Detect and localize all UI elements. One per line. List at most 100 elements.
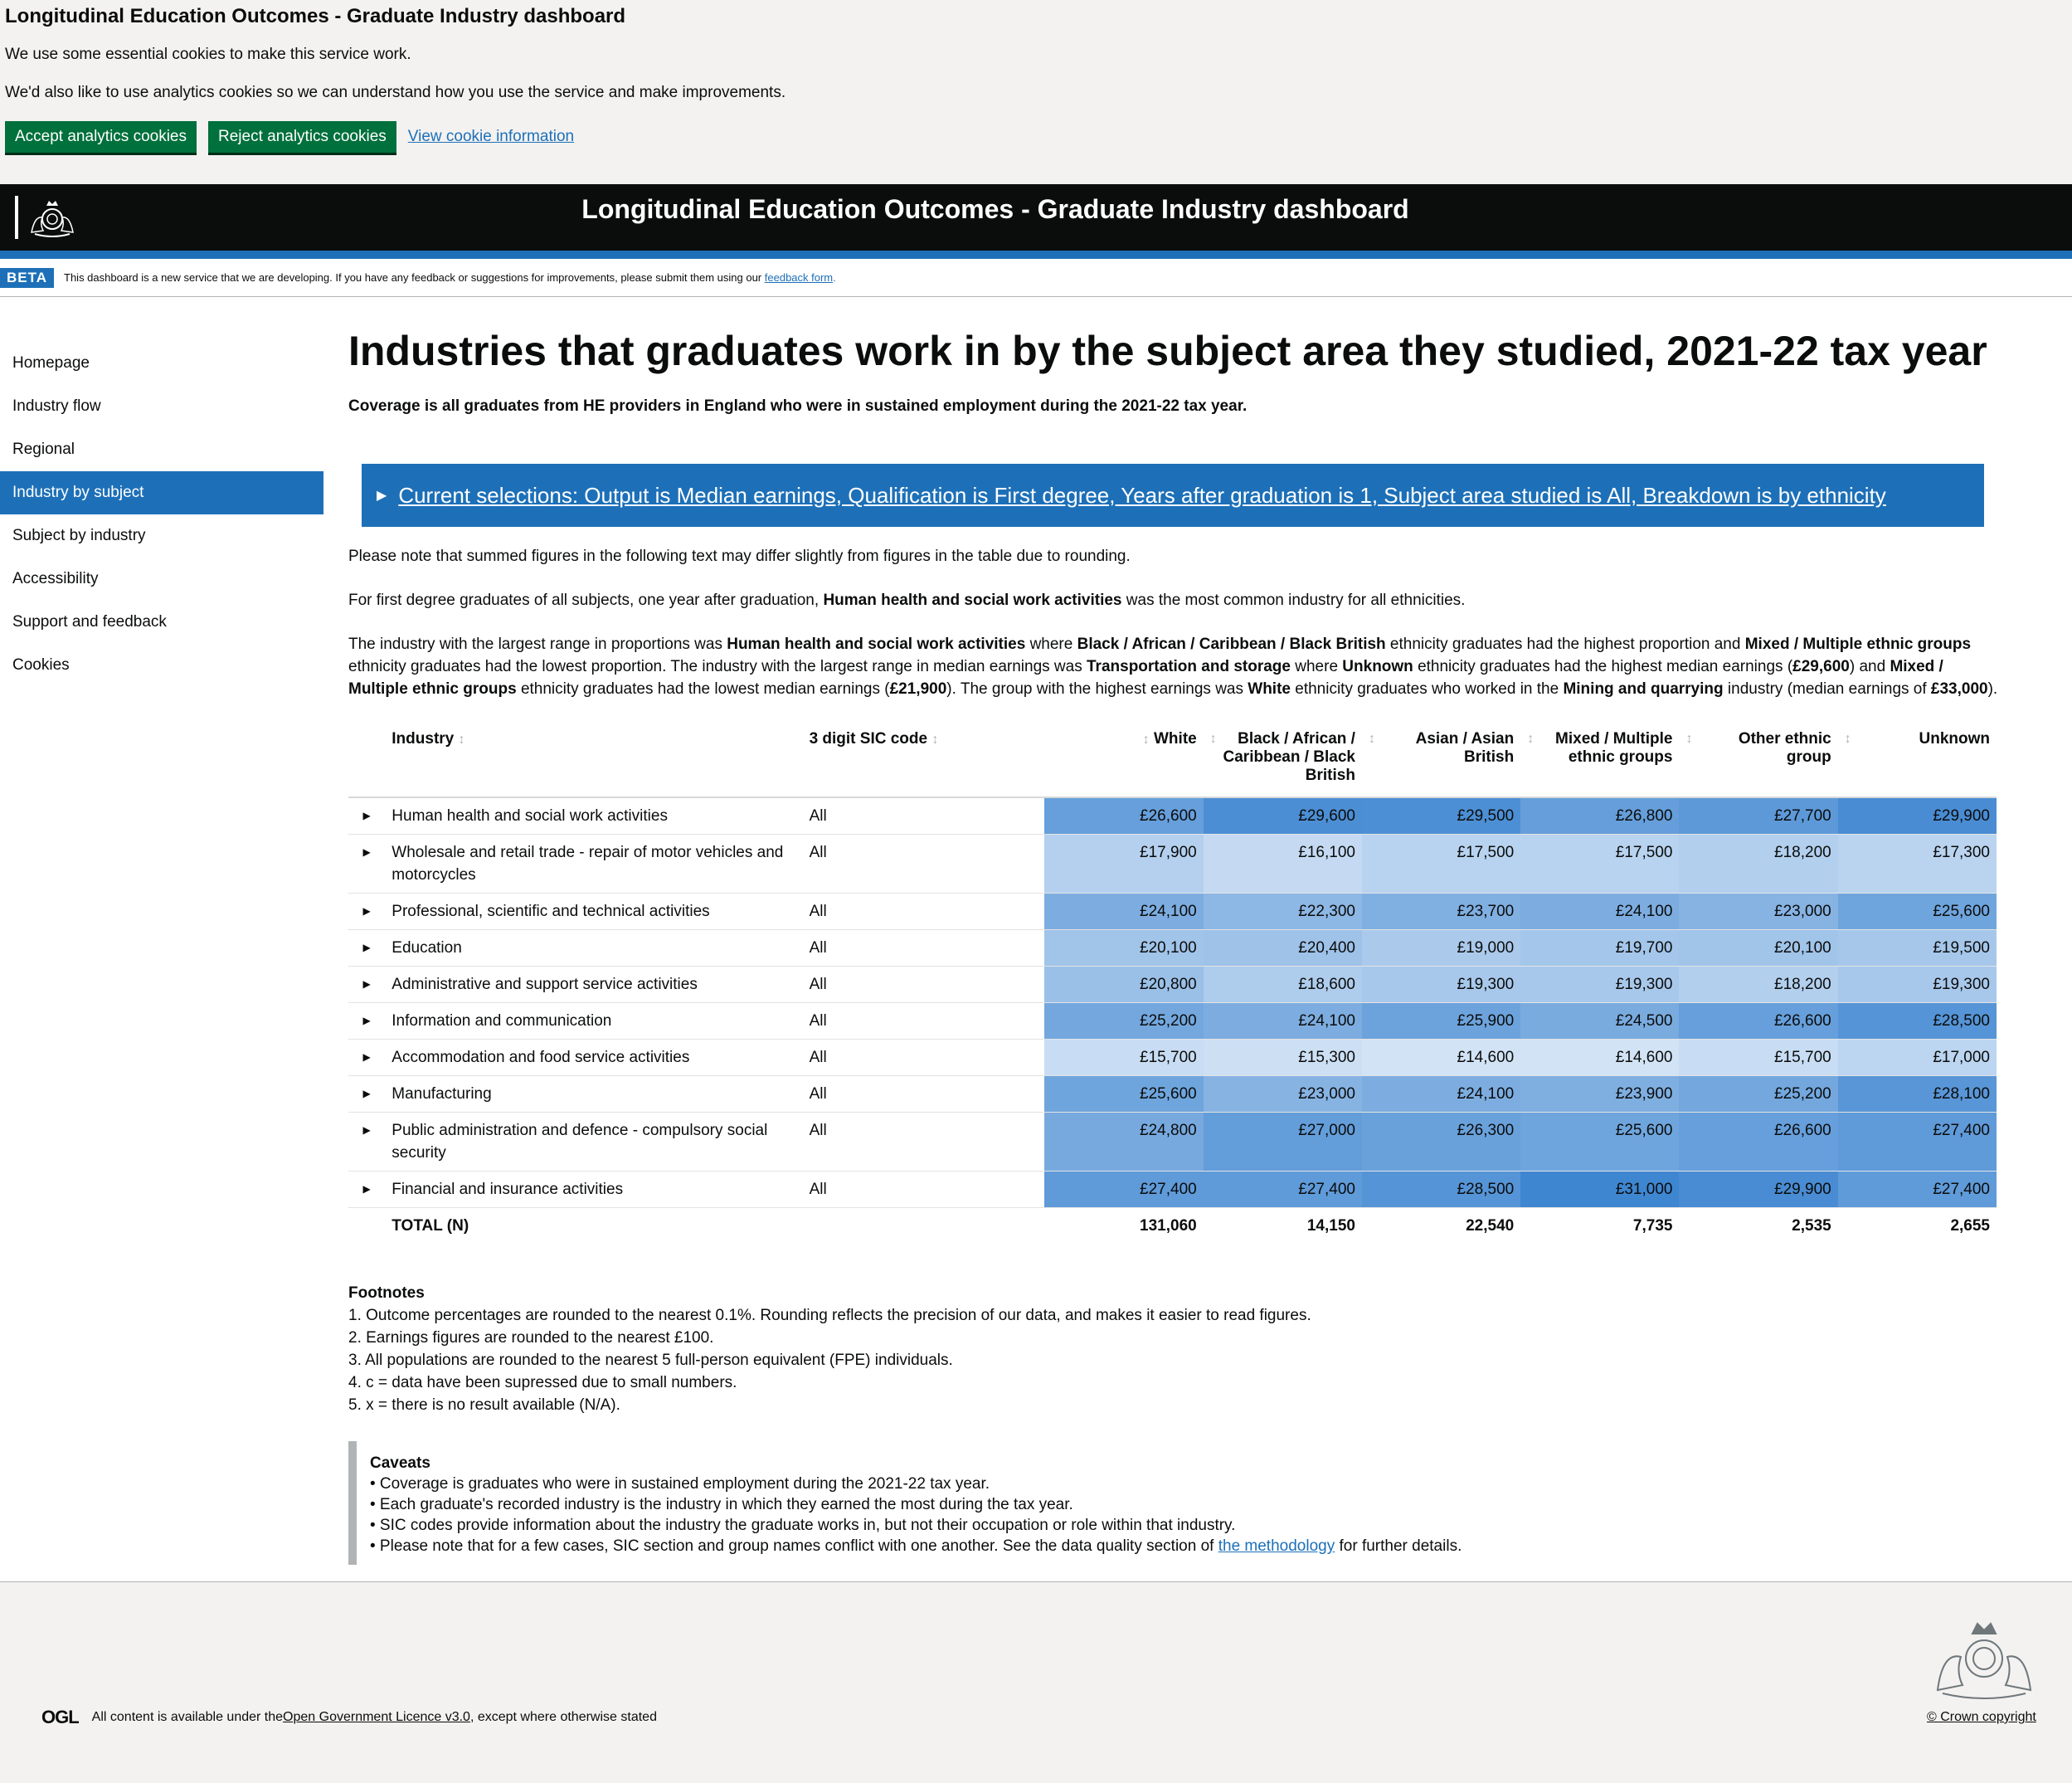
main-content: Industries that graduates work in by the… [348,315,1999,1565]
earnings-cell: £15,700 [1044,1039,1204,1076]
earnings-cell: £24,100 [1361,1075,1521,1113]
sort-icon: ↕ [1209,732,1217,746]
accept-cookies-button[interactable]: Accept analytics cookies [5,121,197,153]
sic-cell: All [802,1002,1045,1040]
earnings-cell: £25,200 [1044,1002,1204,1040]
expand-row-icon[interactable]: ▶ [348,966,386,1003]
royal-coat-of-arms-icon [31,201,74,237]
header-other[interactable]: ↕ Other ethnic group [1679,723,1838,798]
expand-row-icon[interactable]: ▶ [348,893,386,930]
view-cookie-info-link[interactable]: View cookie information [407,128,575,145]
caveats-title: Caveats [370,1454,430,1472]
ogl-licence-link[interactable]: Open Government Licence v3.0 [283,1710,470,1724]
expand-row-icon[interactable]: ▶ [348,1002,386,1040]
sic-cell: All [802,966,1045,1003]
page-title: Industries that graduates work in by the… [348,328,1987,374]
sic-cell: All [802,1112,1045,1172]
earnings-cell: £18,200 [1679,966,1838,1003]
sidebar-item-accessibility[interactable]: Accessibility [12,570,99,587]
total-cell: 22,540 [1466,1217,1515,1235]
earnings-cell: £19,300 [1837,966,1997,1003]
beta-text: This dashboard is a new service that we … [64,271,836,284]
expand-row-icon[interactable]: ▶ [348,1039,386,1076]
expand-row-icon[interactable]: ▶ [348,834,386,894]
earnings-cell: £23,000 [1203,1075,1362,1113]
sidebar-item-support-and-feedback[interactable]: Support and feedback [12,613,167,631]
cookie-actions: Accept analytics cookies Reject analytic… [5,121,574,153]
sidebar-item-regional[interactable]: Regional [12,441,75,458]
earnings-cell: £25,200 [1679,1075,1838,1113]
header-sic[interactable]: 3 digit SIC code ↕ [802,723,1045,798]
reject-cookies-button[interactable]: Reject analytics cookies [208,121,396,153]
earnings-cell: £25,600 [1044,1075,1204,1113]
header-mixed[interactable]: ↕ Mixed / Multiple ethnic groups [1520,723,1680,798]
earnings-cell: £20,100 [1044,929,1204,967]
disclosure-triangle-icon: ▶ [377,489,387,503]
table-row[interactable]: ▶ Manufacturing All £25,600 £23,000 £24,100 £2… [348,1075,1997,1113]
site-header: Longitudinal Education Outcomes - Gradua… [0,184,2072,251]
earnings-cell: £20,100 [1679,929,1838,967]
methodology-link[interactable]: the methodology [1218,1537,1335,1555]
sidebar-item-subject-by-industry[interactable]: Subject by industry [12,527,146,544]
table-row[interactable]: ▶ Information and communication All £25,200… [348,1002,1997,1040]
expand-row-icon[interactable]: ▶ [348,797,386,835]
footnote-item: 1. Outcome percentages are rounded to th… [348,1307,1311,1324]
earnings-cell: £25,600 [1837,893,1997,930]
table-row[interactable]: ▶ Professional, scientific and technical … [348,893,1997,930]
expand-row-icon[interactable]: ▶ [348,1171,386,1208]
sidebar-item-cookies[interactable]: Cookies [12,656,70,674]
industry-cell: Wholesale and retail trade - repair of m… [385,834,803,894]
table-row[interactable]: ▶ Public administration and defence - com… [348,1112,1997,1172]
earnings-cell: £20,800 [1044,966,1204,1003]
sic-cell: All [802,834,1045,894]
industry-cell: Manufacturing [385,1075,803,1113]
industry-cell: Public administration and defence - comp… [385,1112,803,1172]
earnings-cell: £28,500 [1361,1171,1521,1208]
caveats: Caveats • Coverage is graduates who were… [348,1441,1999,1565]
header-white[interactable]: ↕ White [1044,723,1204,798]
header-unknown[interactable]: ↕ Unknown [1837,723,1997,798]
table-row[interactable]: ▶ Administrative and support service acti… [348,966,1997,1003]
crown-copyright-link[interactable]: © Crown copyright [1927,1710,2036,1724]
table-row[interactable]: ▶ Accommodation and food service activiti… [348,1039,1997,1076]
sic-cell: All [802,797,1045,835]
industry-cell: Education [385,929,803,967]
expand-row-icon[interactable]: ▶ [348,929,386,967]
earnings-cell: £26,300 [1361,1112,1521,1172]
earnings-cell: £29,600 [1203,797,1362,835]
govuk-logo[interactable] [15,194,83,241]
summary-paragraph-1: For first degree graduates of all subjec… [348,592,1466,609]
footnote-item: 3. All populations are rounded to the ne… [348,1352,953,1369]
expand-row-icon[interactable]: ▶ [348,1075,386,1113]
industry-cell: Administrative and support service activ… [385,966,803,1003]
earnings-cell: £15,300 [1203,1039,1362,1076]
feedback-form-link[interactable]: feedback form [764,271,834,284]
sort-icon: ↕ [1844,732,1851,746]
earnings-cell: £26,800 [1520,797,1680,835]
summary-paragraph-2: The industry with the largest range in p… [348,636,1998,698]
earnings-cell: £19,000 [1361,929,1521,967]
earnings-cell: £19,500 [1837,929,1997,967]
header-industry[interactable]: Industry ↕ [385,723,803,798]
earnings-cell: £17,000 [1837,1039,1997,1076]
table-row[interactable]: ▶ Financial and insurance activities All £2… [348,1171,1997,1208]
sidebar-item-industry-flow[interactable]: Industry flow [12,397,101,415]
table-row[interactable]: ▶ Education All £20,100 £20,400 £19,000 £19,70… [348,929,1997,967]
earnings-cell: £17,500 [1520,834,1680,894]
sic-cell: All [802,1039,1045,1076]
table-row[interactable]: ▶ Wholesale and retail trade - repair of … [348,834,1997,894]
sic-cell: All [802,893,1045,930]
industry-cell: Professional, scientific and technical a… [385,893,803,930]
header-asian[interactable]: ↕ Asian / Asian British [1361,723,1521,798]
sidebar-nav: Homepage Industry flow Regional Industry… [0,342,323,687]
header-stripe [0,251,2072,259]
table-row[interactable]: ▶ Human health and social work activities… [348,797,1997,835]
sort-icon: ↕ [931,733,939,747]
expand-row-icon[interactable]: ▶ [348,1112,386,1172]
current-selections-toggle[interactable]: ▶ Current selections: Output is Median e… [362,464,1984,527]
earnings-cell: £27,400 [1837,1171,1997,1208]
sidebar-item-industry-by-subject[interactable]: Industry by subject [0,471,323,514]
sidebar-item-homepage[interactable]: Homepage [12,354,90,372]
header-black[interactable]: ↕ Black / African / Caribbean / Black Bri… [1203,723,1362,798]
caveat-item: • Coverage is graduates who were in sust… [370,1475,990,1493]
